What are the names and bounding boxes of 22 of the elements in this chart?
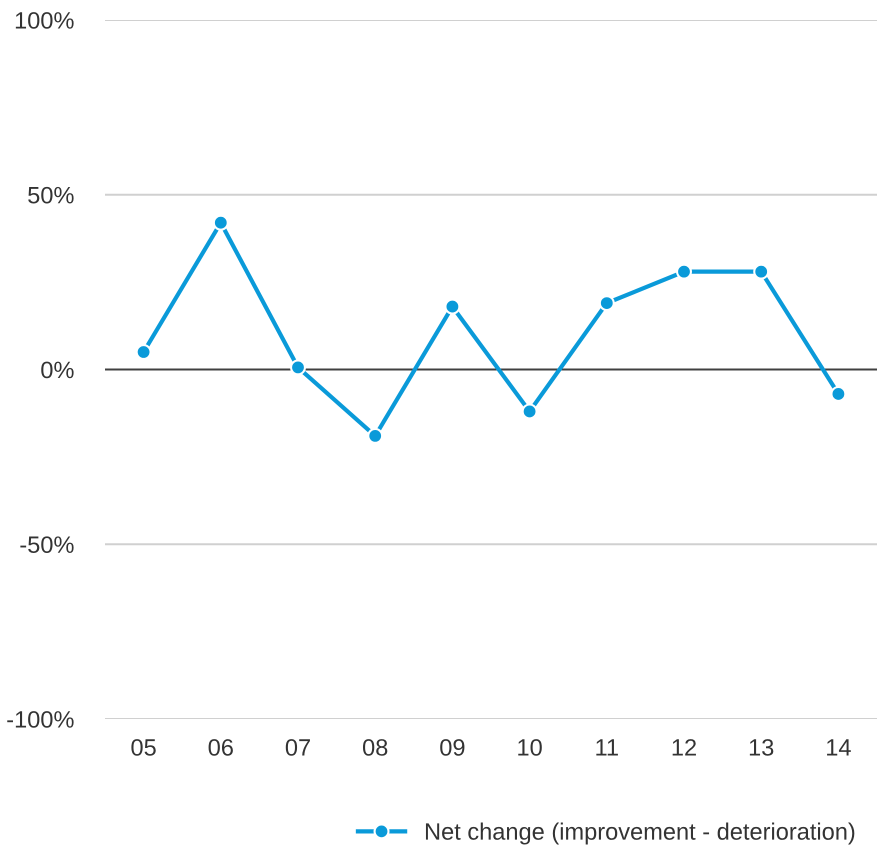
point [753,264,770,280]
x-tick-label: 11 [596,739,618,756]
y-tick-label: 0% [41,362,74,378]
legend-label: Net change (improvement - deterioration) [426,822,854,845]
y-tick-label: 100% [16,12,74,29]
point [290,359,306,376]
x-tick-label: 10 [518,739,542,756]
point [212,214,229,231]
x-tick-label: 08 [362,739,388,756]
x-tick-label: 07 [286,739,310,756]
x-tick-label: 12 [672,739,696,756]
y-tick-label: 50% [28,186,74,204]
x-tick-label: 06 [208,739,233,756]
y-tick-label: -50% [20,536,74,554]
y-tick-label: -100% [7,711,74,728]
point [367,428,384,444]
x-tick-label: 13 [750,739,774,756]
point [522,403,538,420]
x-tick-label: 09 [440,739,464,756]
x-tick-label: 05 [131,739,156,756]
point [598,295,615,312]
x-tick-label: 14 [827,739,851,756]
